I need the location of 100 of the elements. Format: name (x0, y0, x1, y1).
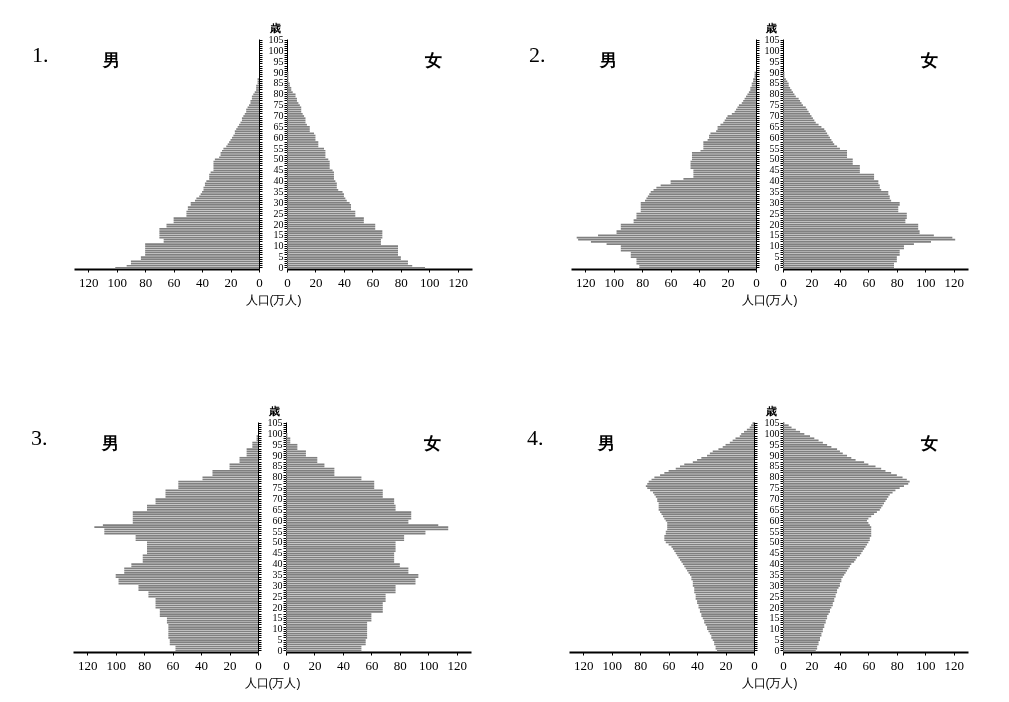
y-tick-label: 105 (268, 34, 284, 46)
text: 男 (596, 434, 615, 453)
y-tick-label: 45 (769, 547, 780, 559)
y-tick-label: 100 (764, 44, 780, 56)
x-tick-label: 40 (337, 274, 351, 290)
y-tick-label: 50 (272, 536, 283, 548)
y-tick-label: 60 (273, 131, 284, 143)
x-tick-label: 60 (664, 274, 678, 290)
y-tick-label: 30 (769, 196, 780, 208)
y-tick-label: 90 (272, 449, 283, 461)
x-tick-label: 20 (309, 274, 323, 290)
y-axis-title: 歳 (765, 21, 777, 34)
x-tick-label: 0 (751, 657, 758, 673)
x-tick-label: 40 (693, 274, 707, 290)
y-tick-label: 25 (769, 590, 780, 602)
x-tick-label: 100 (106, 657, 126, 673)
x-tick-label: 60 (662, 657, 676, 673)
y-tick-label: 10 (769, 623, 780, 635)
x-tick-label: 80 (139, 274, 153, 290)
text: 女 (423, 51, 442, 70)
x-tick-label: 40 (336, 657, 350, 673)
x-axis-title: 人口(万人) (741, 292, 798, 307)
y-tick-label: 20 (769, 601, 780, 613)
x-axis-title: 人口(万人) (245, 292, 302, 307)
y-tick-label: 65 (769, 120, 780, 132)
x-tick-label: 100 (602, 657, 622, 673)
chart-title: 1. (32, 42, 49, 67)
y-tick-label: 20 (272, 601, 283, 613)
y-tick-label: 90 (769, 449, 780, 461)
x-tick-label: 20 (308, 657, 322, 673)
y-tick-label: 30 (273, 196, 284, 208)
x-tick-label: 60 (166, 657, 180, 673)
y-tick-label: 5 (774, 251, 780, 263)
y-tick-label: 0 (277, 644, 283, 656)
x-tick-label: 120 (944, 274, 965, 290)
y-tick-label: 15 (769, 229, 780, 241)
y-tick-label: 75 (272, 482, 283, 494)
x-tick-label: 80 (890, 274, 904, 290)
x-tick-label: 0 (256, 274, 263, 290)
y-tick-label: 105 (764, 34, 780, 46)
y-tick-label: 70 (273, 110, 284, 122)
y-tick-label: 5 (277, 634, 283, 646)
x-tick-label: 60 (862, 274, 876, 290)
y-tick-label: 85 (272, 460, 283, 472)
chart-title: 4. (527, 425, 544, 450)
series-label: 女 (919, 434, 938, 453)
y-tick-label: 25 (273, 207, 284, 219)
x-tick-label: 100 (420, 274, 440, 290)
x-tick-label: 120 (573, 657, 594, 673)
text: 女 (919, 51, 938, 70)
x-tick-label: 40 (833, 657, 847, 673)
y-axis-title: 歳 (268, 404, 280, 417)
y-tick-label: 65 (273, 120, 284, 132)
y-tick-label: 75 (769, 99, 780, 111)
y-tick-label: 55 (769, 142, 780, 154)
y-tick-label: 0 (774, 261, 780, 273)
y-tick-label: 60 (769, 514, 780, 526)
x-tick-label: 60 (862, 657, 876, 673)
y-tick-label: 5 (774, 634, 780, 646)
y-tick-label: 35 (769, 568, 780, 580)
y-tick-label: 25 (769, 207, 780, 219)
x-tick-label: 60 (365, 657, 379, 673)
y-tick-label: 55 (272, 525, 283, 537)
y-tick-label: 15 (769, 612, 780, 624)
y-tick-label: 0 (774, 644, 780, 656)
y-tick-label: 20 (273, 218, 284, 230)
x-tick-label: 120 (447, 657, 468, 673)
y-tick-label: 45 (769, 164, 780, 176)
x-tick-label: 80 (393, 657, 407, 673)
y-tick-label: 30 (769, 579, 780, 591)
x-tick-label: 80 (634, 657, 648, 673)
text: 男 (100, 434, 119, 453)
y-axis-title: 歳 (269, 21, 281, 34)
y-tick-label: 40 (769, 175, 780, 187)
y-tick-label: 85 (769, 77, 780, 89)
y-tick-label: 105 (764, 417, 780, 429)
y-tick-label: 45 (273, 164, 284, 176)
x-tick-label: 0 (753, 274, 760, 290)
y-tick-label: 15 (272, 612, 283, 624)
x-axis-title: 人口(万人) (244, 675, 301, 690)
y-tick-label: 40 (273, 175, 284, 187)
x-tick-label: 40 (691, 657, 705, 673)
y-tick-label: 0 (278, 261, 284, 273)
x-tick-label: 120 (448, 274, 469, 290)
y-tick-label: 60 (272, 514, 283, 526)
x-tick-label: 80 (138, 657, 152, 673)
y-tick-label: 100 (764, 427, 780, 439)
x-tick-label: 0 (255, 657, 262, 673)
text: 男 (598, 51, 617, 70)
x-tick-label: 40 (196, 274, 210, 290)
y-tick-label: 95 (273, 55, 284, 67)
x-tick-label: 120 (575, 274, 596, 290)
x-tick-label: 20 (721, 274, 735, 290)
y-tick-label: 50 (769, 153, 780, 165)
y-tick-label: 100 (268, 44, 284, 56)
x-axis-title: 人口(万人) (741, 675, 798, 690)
y-tick-label: 95 (272, 438, 283, 450)
chart-title: 3. (31, 425, 48, 450)
x-tick-label: 100 (916, 274, 936, 290)
text: 女 (422, 434, 441, 453)
